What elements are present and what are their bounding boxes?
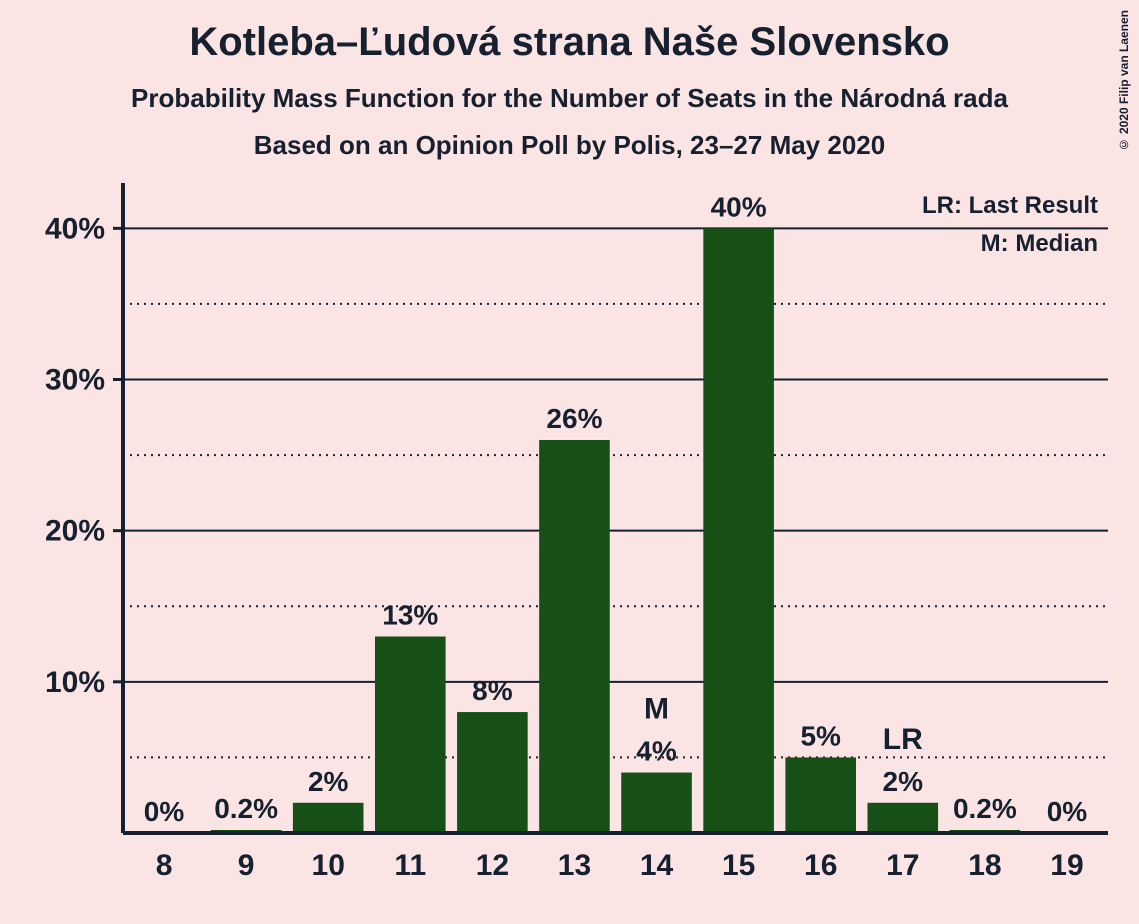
x-tick-label: 10 [312,849,345,882]
bar-value-label: 0% [1047,796,1088,827]
bar [457,712,528,833]
bar-annotation: LR [883,723,923,756]
bar-value-label: 0.2% [953,793,1017,824]
bar [867,803,938,833]
bar-value-label: 40% [711,191,767,222]
bar-value-label: 5% [800,720,841,751]
bar-value-label: 2% [883,766,924,797]
bar-value-label: 0% [144,796,185,827]
bar [621,773,692,833]
bar [785,757,856,833]
x-tick-label: 15 [722,849,755,882]
x-tick-label: 9 [238,849,255,882]
bar [293,803,364,833]
x-tick-label: 11 [394,849,426,882]
y-tick-label: 10% [45,666,105,699]
x-tick-label: 13 [558,849,591,882]
bar [375,636,446,833]
bar-value-label: 0.2% [214,793,278,824]
legend-lr: LR: Last Result [922,192,1098,219]
legend-m: M: Median [981,230,1098,257]
bar-value-label: 2% [308,766,349,797]
chart-svg: 10% 20% 30% 40% 0% 8 0.2% 9 2% 10 13% 11 8% 12 26% 13 M 4… [0,0,1139,924]
x-tick-label: 14 [640,849,674,882]
bar-value-label: 13% [382,599,438,630]
x-tick-label: 12 [476,849,509,882]
bar [539,440,610,833]
x-tick-label: 17 [886,849,919,882]
bar-value-label: 4% [636,736,677,767]
y-tick-label: 40% [45,212,105,245]
y-tick-label: 30% [45,364,105,397]
x-tick-label: 19 [1050,849,1083,882]
bar-annotation: M [644,693,669,726]
bar-value-label: 26% [546,403,602,434]
x-tick-label: 16 [804,849,837,882]
x-tick-label: 8 [156,849,173,882]
bar [703,228,774,833]
bar-value-label: 8% [472,675,513,706]
x-tick-label: 18 [968,849,1001,882]
y-tick-label: 20% [45,515,105,548]
